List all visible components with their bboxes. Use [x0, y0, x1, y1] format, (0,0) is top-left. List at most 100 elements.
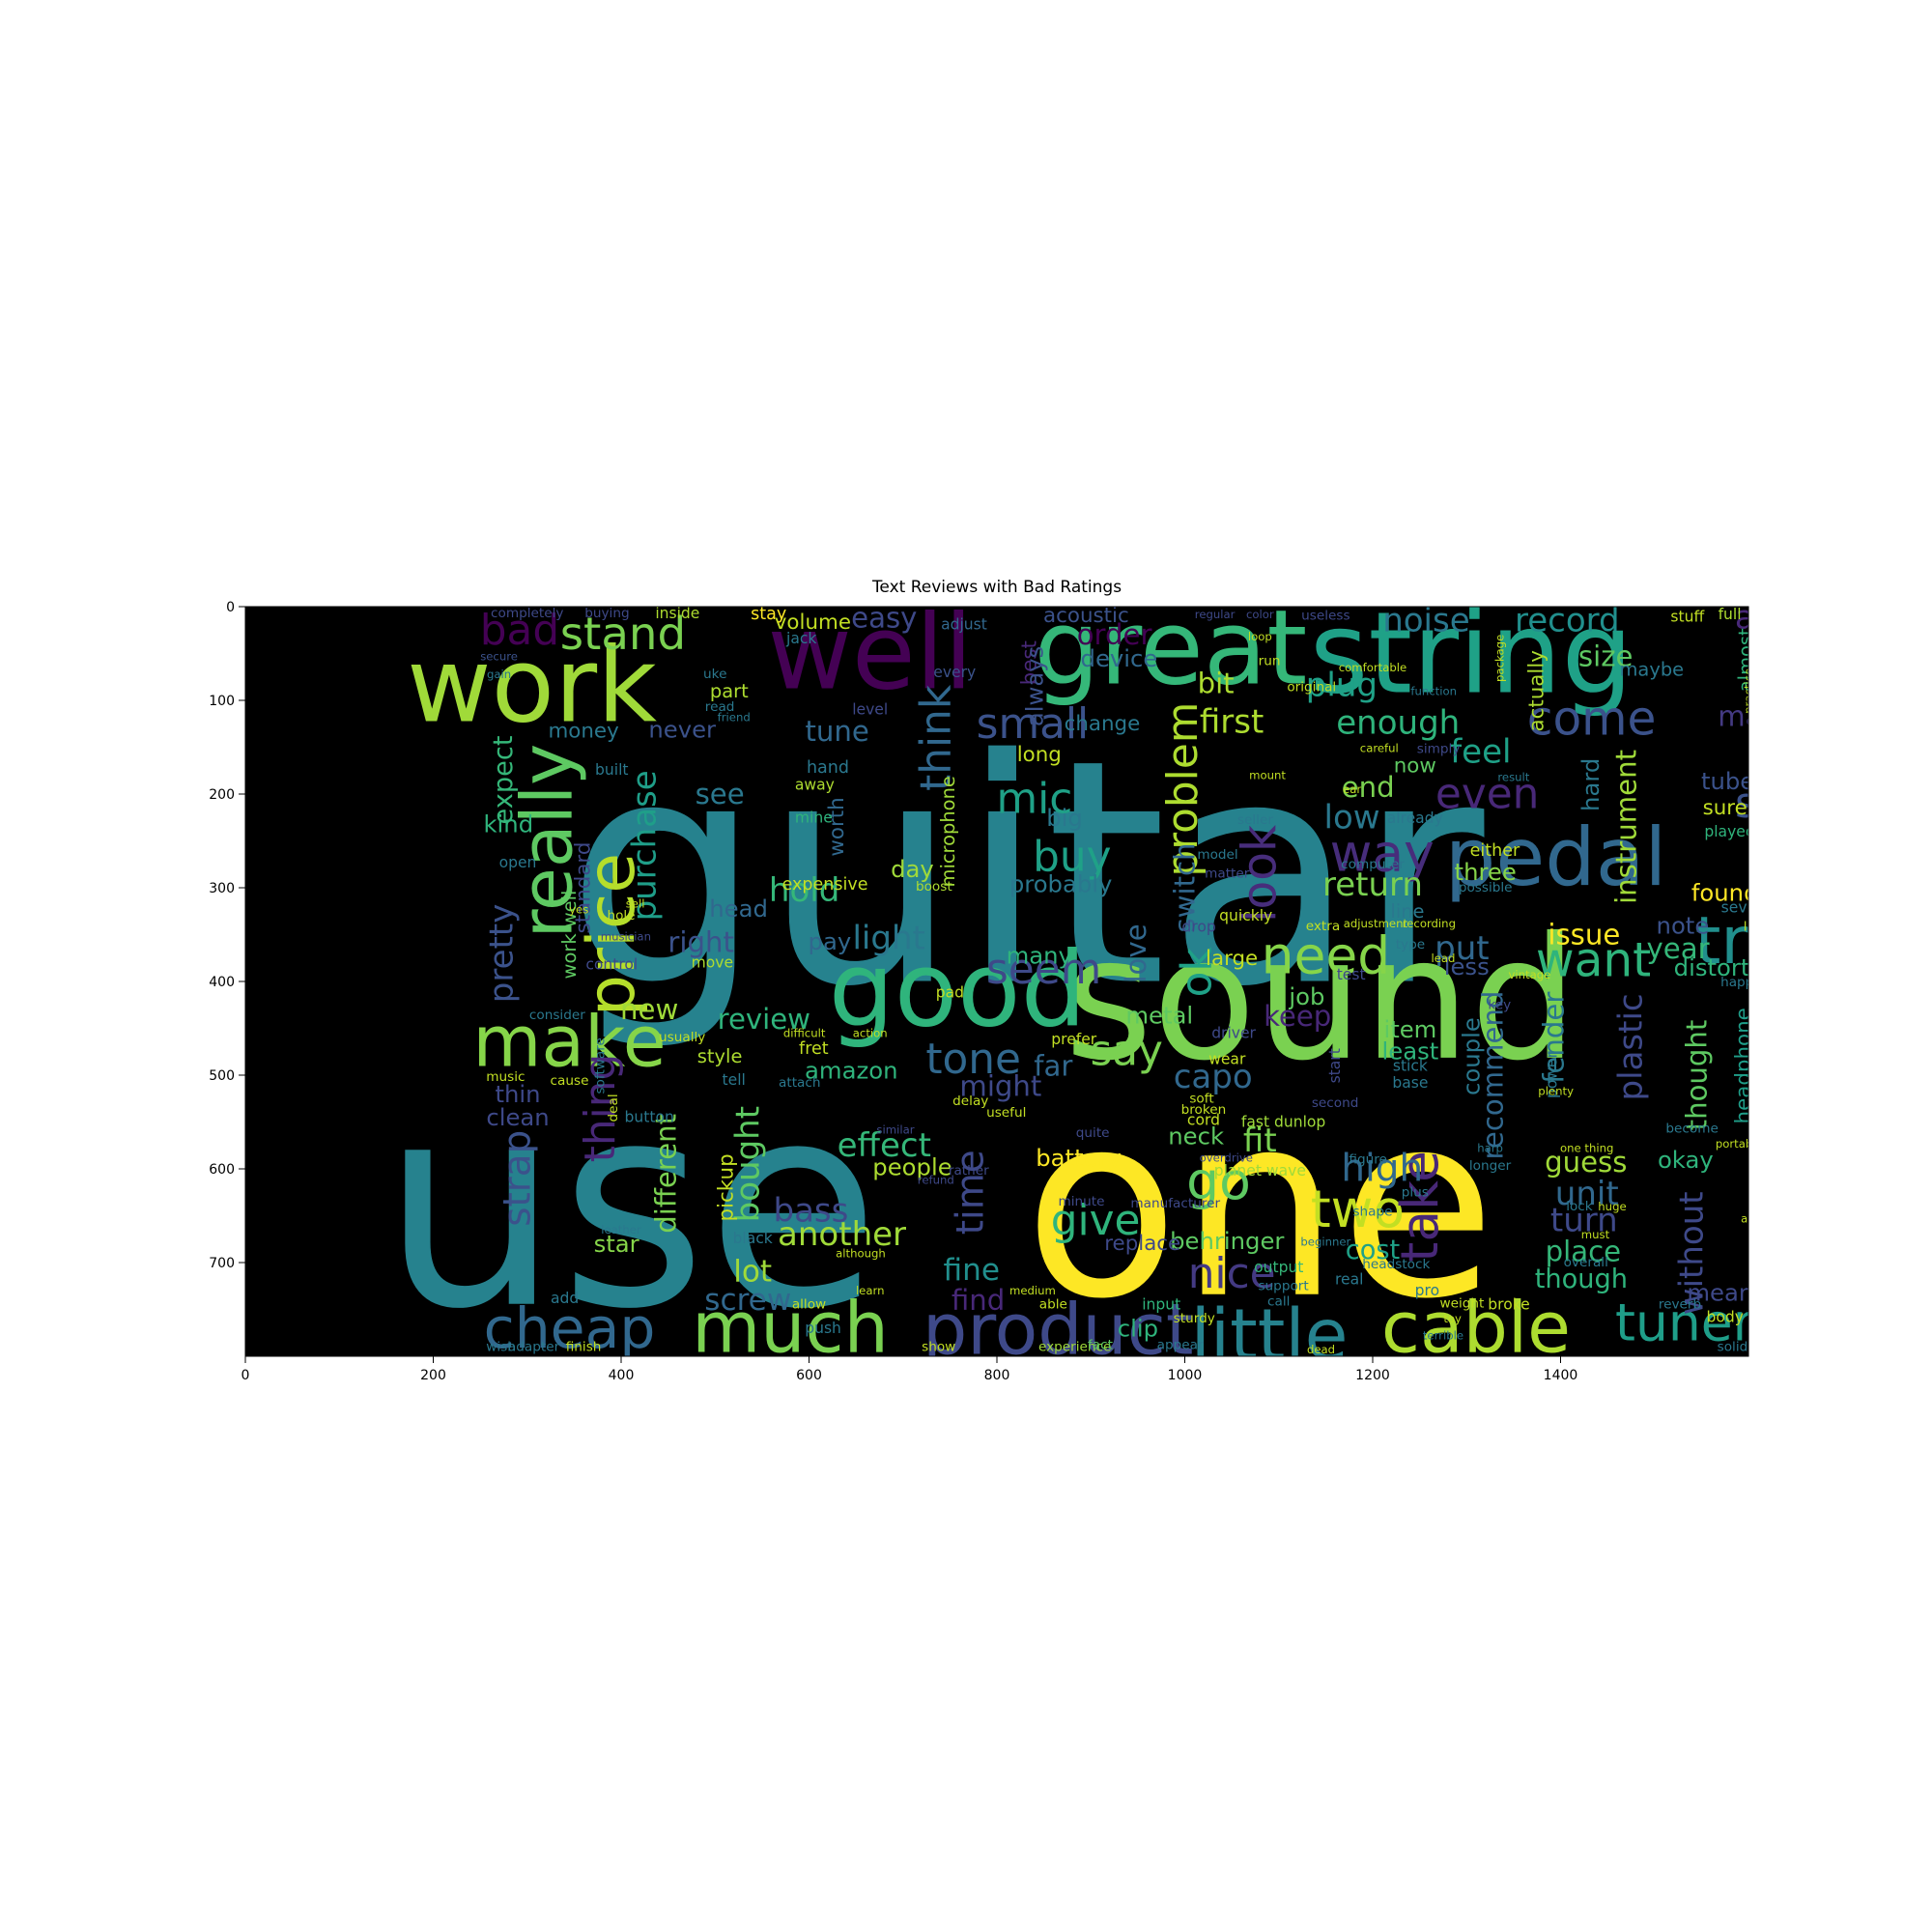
word-prefer: prefer [1051, 1031, 1097, 1048]
word-support: support [1258, 1278, 1309, 1293]
word-hole: hole [607, 908, 635, 923]
word-lot: lot [733, 1255, 772, 1290]
word-planet-wave: planet wave [1214, 1162, 1306, 1179]
word-see: see [696, 778, 745, 810]
word-figure: figure [1349, 1151, 1387, 1167]
word-always: always [1020, 646, 1048, 726]
word-acoustic: acoustic [1043, 604, 1129, 628]
word-tone: tone [925, 1035, 1021, 1084]
word-something: something [1765, 878, 1932, 917]
word-opinion: opinion [1901, 1265, 1932, 1279]
word-okay: okay [1658, 1146, 1714, 1174]
word-stand: stand [560, 609, 686, 661]
word-couple: couple [1458, 1017, 1486, 1095]
word-device: device [1081, 644, 1158, 672]
word-put: put [1435, 929, 1490, 968]
word-light: light [852, 919, 924, 957]
word-similar: similar [876, 1122, 914, 1136]
word-pack: pack [1841, 1311, 1872, 1326]
word-recording: recording [1403, 917, 1456, 930]
word-version: version [1869, 1282, 1911, 1295]
word-way: way [1330, 823, 1435, 884]
word-thin: thin [495, 1080, 540, 1108]
word-change: change [1065, 712, 1141, 736]
word-plug: plug [1306, 666, 1378, 704]
word-turn: turn [1550, 1201, 1618, 1239]
word-completely: completely [491, 606, 563, 621]
word-show: show [922, 1339, 955, 1354]
word-easily: easily [1759, 1159, 1827, 1187]
word-longer: longer [1469, 1158, 1512, 1174]
word-fret: fret [799, 1039, 829, 1059]
word-work: work [407, 626, 657, 746]
word-high: high [1341, 1148, 1423, 1191]
word-medium: medium [1009, 1284, 1056, 1297]
x-tick-label: 0 [242, 1368, 250, 1383]
word-possible: possible [1459, 880, 1513, 895]
word-find: find [952, 1284, 1005, 1317]
word-place: place [1546, 1235, 1621, 1267]
word-notice: notice [1861, 1323, 1895, 1337]
word-year: year [1647, 932, 1710, 965]
word-expensive: expensive [782, 875, 868, 895]
word-push: push [805, 1320, 841, 1337]
word-capo: capo [1174, 1058, 1253, 1096]
word-amount: amount [1741, 1211, 1784, 1225]
word-sturdy: sturdy [1174, 1311, 1215, 1326]
word-big: big [1046, 804, 1083, 832]
word-hand: hand [807, 758, 849, 778]
word-knob: knob [1861, 645, 1908, 668]
word-anything: anything [1781, 972, 1809, 1075]
x-tick-label: 400 [609, 1368, 635, 1383]
word-strap: strap [497, 1130, 540, 1227]
word-music: music [486, 1069, 525, 1085]
word-either: either [1470, 841, 1520, 861]
word-last: last [1885, 784, 1927, 812]
word-stick: stick [1393, 1057, 1428, 1074]
word-easy: easy [851, 602, 917, 635]
word-clip: clip [1118, 1314, 1158, 1342]
word-pretty: pretty [482, 904, 521, 1004]
word-instrument: instrument [1610, 750, 1643, 904]
word-open: open [499, 854, 537, 871]
word-vintage: vintage [1509, 968, 1551, 981]
word-bad: bad [480, 606, 559, 655]
word-must: must [1581, 1228, 1610, 1241]
word-driver: driver [1211, 1024, 1256, 1041]
word-input: input [1142, 1296, 1180, 1314]
word-consider: consider [529, 1008, 585, 1023]
word-overdrive: overdrive [1200, 1151, 1253, 1164]
word-already: already [1387, 810, 1443, 827]
word-power: power [1544, 1051, 1561, 1098]
word-tube: tube [1701, 767, 1754, 795]
word-guitar: guitar [566, 693, 1488, 1054]
word-useless: useless [1301, 609, 1350, 624]
word-pro: pro [1415, 1282, 1439, 1299]
word-attach: attach [779, 1075, 820, 1091]
word-bought: bought [728, 1106, 767, 1222]
y-tick-label: 400 [209, 975, 235, 990]
word-issue: issue [1548, 919, 1620, 952]
word-speaker: speaker [1810, 680, 1855, 694]
word-song: song [1810, 706, 1837, 720]
word-wrong: wrong [1895, 759, 1930, 773]
word-key: key [1488, 997, 1511, 1012]
word-cause: cause [551, 1073, 589, 1089]
word-stuff: stuff [1670, 609, 1704, 626]
word-one-thing: one thing [1560, 1142, 1613, 1155]
word-cool: cool [1770, 704, 1797, 720]
word-least: least [1382, 1037, 1439, 1065]
word-volume: volume [775, 611, 851, 635]
word-new: new [620, 993, 678, 1026]
word-thing: thing [576, 1054, 625, 1163]
word-later: later [1787, 633, 1813, 646]
word-even: even [1435, 770, 1539, 819]
word-purchase: purchase [625, 770, 664, 921]
word-base: base [1392, 1074, 1428, 1092]
word-learn: learn [856, 1284, 885, 1297]
word-kind: kind [483, 810, 533, 838]
word-head: head [709, 895, 768, 923]
word-careful: careful [1360, 741, 1399, 754]
word-price: price [574, 853, 650, 1016]
word-large: large [1206, 947, 1258, 971]
